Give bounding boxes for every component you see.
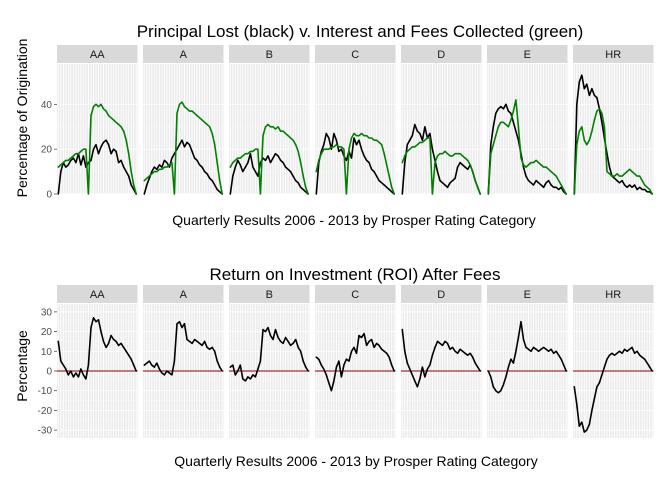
chart-1-c-principal-lost-line <box>315 132 396 195</box>
chart-1-strip-aa <box>57 45 138 63</box>
chart-2-panel-d: D <box>401 285 482 438</box>
chart-1-panel-aa: AA <box>57 45 138 195</box>
chart-1-strip-label: D <box>437 49 445 61</box>
chart-1-panel-a: A <box>143 45 224 195</box>
chart-1-y-tick-label: 20 <box>41 145 53 156</box>
chart-1-aa-principal-lost-line <box>57 139 137 195</box>
chart-2-y-tick-label: 30 <box>41 307 53 318</box>
chart-1-panel-background <box>57 64 138 194</box>
chart-1-strip-label: HR <box>605 49 621 61</box>
chart-1-e-interest-and-fees-collected-line <box>487 99 568 195</box>
chart-2-b-roi-after-fees-line <box>229 326 310 382</box>
chart-2-y-axis-title: Percentage <box>14 330 30 402</box>
chart-2-strip-d <box>401 285 482 303</box>
chart-2-panel-e: E <box>487 285 568 438</box>
chart-2-panel-hr: HR <box>573 285 654 438</box>
chart-1-y-axis-title: Percentage of Origination <box>14 39 30 198</box>
chart-1-strip-hr <box>573 45 654 63</box>
chart-1-aa-interest-and-fees-collected-line <box>57 103 137 195</box>
chart-2-e-roi-after-fees-line <box>487 320 568 394</box>
chart-1-panel-b: B <box>229 45 310 195</box>
chart-1-strip-b <box>229 45 310 63</box>
chart-1-strip-a <box>143 45 224 63</box>
chart-2-panel-c: C <box>315 285 396 438</box>
chart-1-d-principal-lost-line <box>401 123 482 195</box>
chart-2-y-tick-label: 20 <box>41 327 53 338</box>
chart-1-e-principal-lost-line <box>487 103 568 195</box>
chart-2-y-tick-label: -10 <box>38 386 53 397</box>
chart-1-strip-label: B <box>266 49 273 61</box>
chart-1-strip-c <box>315 45 396 63</box>
chart-2-a-roi-after-fees-line <box>143 320 223 376</box>
chart-2-strip-aa <box>57 285 138 303</box>
chart-1-panel-c: C <box>315 45 396 195</box>
chart-1-y-tick-label: 0 <box>46 190 52 201</box>
chart-2-y-tick-label: -20 <box>38 406 53 417</box>
chart-1-b-principal-lost-line <box>229 152 310 195</box>
chart-1-strip-label: A <box>180 49 188 61</box>
chart-2-strip-label: HR <box>605 289 621 301</box>
chart-1-hr-interest-and-fees-collected-line <box>573 108 654 195</box>
chart-2-y-tick-label: 10 <box>41 347 53 358</box>
chart-1-d-interest-and-fees-collected-line <box>401 137 482 195</box>
chart-2-strip-e <box>487 285 568 303</box>
chart-1-a-principal-lost-line <box>143 139 223 195</box>
chart-1-panel-background <box>573 64 654 194</box>
chart-2-strip-label: A <box>180 289 188 301</box>
chart-1-strip-e <box>487 45 568 63</box>
chart-2-aa-roi-after-fees-line <box>57 316 137 380</box>
chart-1-strip-label: C <box>351 49 359 61</box>
chart-1-panel-background <box>315 64 396 194</box>
chart-2-d-roi-after-fees-line <box>401 328 482 388</box>
chart-1-strip-label: AA <box>90 49 105 61</box>
chart-2-strip-a <box>143 285 224 303</box>
chart-1-panel-d: D <box>401 45 482 195</box>
chart-2-panel-b: B <box>229 285 310 438</box>
chart-1-strip-d <box>401 45 482 63</box>
chart-2-title: Return on Investment (ROI) After Fees <box>209 265 500 284</box>
chart-2-strip-c <box>315 285 396 303</box>
chart-1-strip-label: E <box>524 49 531 61</box>
chart-2-strip-label: AA <box>90 289 105 301</box>
chart-1-panel-background <box>143 64 224 194</box>
chart-2-strip-label: E <box>524 289 531 301</box>
chart-1-panel-hr: HR <box>573 45 654 195</box>
chart-1-a-interest-and-fees-collected-line <box>143 101 223 195</box>
chart-1-y-tick-label: 40 <box>41 100 53 111</box>
chart-2-strip-label: C <box>351 289 359 301</box>
chart-2-strip-hr <box>573 285 654 303</box>
chart-2-hr-roi-after-fees-line <box>573 346 654 433</box>
chart-2-x-axis-title: Quarterly Results 2006 - 2013 by Prosper… <box>174 453 537 469</box>
chart-1-panel-e: E <box>487 45 568 195</box>
chart-2-panel-a: A <box>143 285 224 438</box>
chart-1-c-interest-and-fees-collected-line <box>315 132 396 195</box>
chart-2-c-roi-after-fees-line <box>315 332 396 392</box>
chart-2-strip-b <box>229 285 310 303</box>
chart-1-b-interest-and-fees-collected-line <box>229 123 310 195</box>
chart-1-title: Principal Lost (black) v. Interest and F… <box>137 22 584 41</box>
chart-2-strip-label: D <box>437 289 445 301</box>
chart-1-panel-background <box>229 64 310 194</box>
chart-2-strip-label: B <box>266 289 273 301</box>
chart-1-hr-principal-lost-line <box>573 74 654 195</box>
chart-2-y-tick-label: -30 <box>38 426 53 437</box>
chart-2-y-tick-label: 0 <box>46 367 52 378</box>
chart-1-x-axis-title: Quarterly Results 2006 - 2013 by Prosper… <box>172 212 535 228</box>
chart-2-panel-aa: AA <box>57 285 138 438</box>
